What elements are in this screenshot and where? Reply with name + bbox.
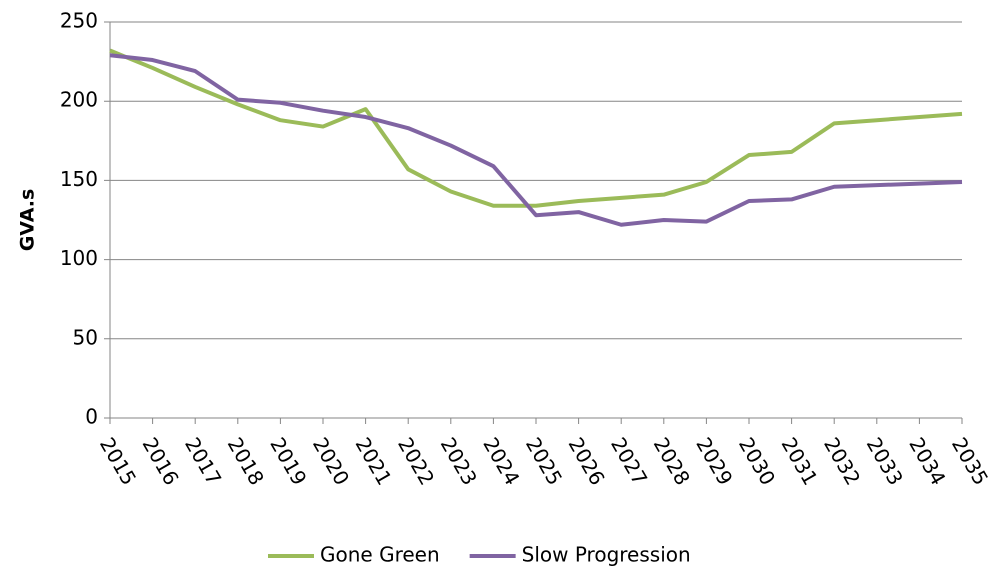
- x-tick-label: 2030: [734, 433, 780, 489]
- x-tick-label: 2029: [691, 433, 737, 489]
- x-tick-label: 2023: [436, 433, 482, 489]
- x-tick-label: 2026: [564, 433, 610, 489]
- x-tick-label: 2018: [223, 433, 269, 489]
- y-tick-label: 250: [60, 9, 98, 33]
- y-tick-label: 150: [60, 167, 98, 191]
- x-tick-label: 2031: [777, 433, 823, 489]
- x-tick-label: 2016: [138, 433, 184, 489]
- x-tick-label: 2022: [393, 433, 439, 489]
- legend-label: Gone Green: [320, 543, 440, 567]
- x-tick-label: 2028: [649, 433, 695, 489]
- y-tick-label: 200: [60, 88, 98, 112]
- x-tick-label: 2027: [606, 433, 652, 489]
- x-tick-label: 2020: [308, 433, 354, 489]
- x-tick-label: 2032: [819, 433, 865, 489]
- series-line: [109, 48, 963, 208]
- x-tick-label: 2021: [351, 433, 397, 489]
- y-tick-label: 0: [85, 405, 98, 429]
- legend-label: Slow Progression: [522, 543, 691, 567]
- x-tick-label: 2024: [478, 433, 524, 489]
- y-tick-label: 100: [60, 246, 98, 270]
- x-tick-label: 2019: [265, 433, 311, 489]
- x-tick-label: 2034: [904, 433, 950, 489]
- x-tick-label: 2015: [95, 433, 141, 489]
- series-line: [109, 53, 963, 227]
- x-tick-label: 2035: [947, 433, 993, 489]
- x-tick-label: 2017: [180, 433, 226, 489]
- x-tick-label: 2033: [862, 433, 908, 489]
- x-tick-label: 2025: [521, 433, 567, 489]
- y-axis-label: GVA.s: [17, 189, 39, 252]
- y-tick-label: 50: [73, 325, 98, 349]
